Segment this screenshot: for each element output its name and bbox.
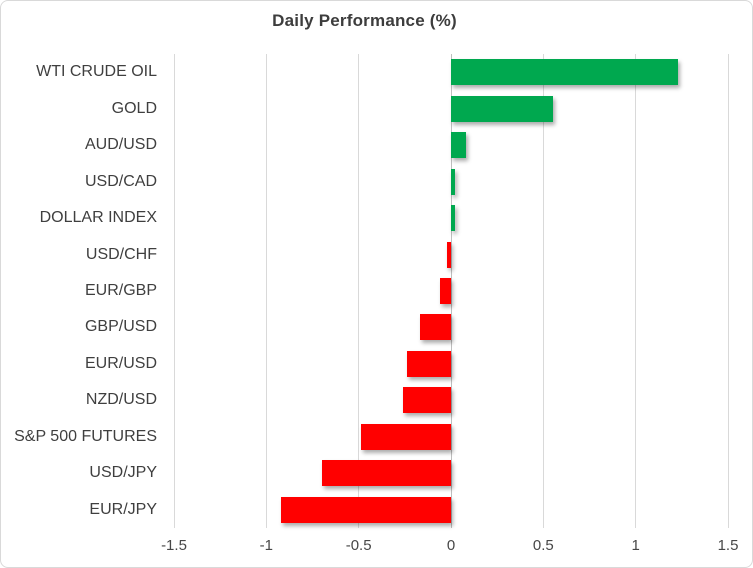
x-tick-label-neg1p5: -1.5 bbox=[161, 537, 187, 554]
gridline bbox=[542, 54, 544, 528]
x-tick-label-1p5: 1.5 bbox=[717, 537, 739, 554]
bar-gold bbox=[451, 95, 553, 122]
bar-wti-crude-oil bbox=[451, 59, 679, 86]
chart-title: Daily Performance (%) bbox=[272, 11, 457, 30]
x-tick-label-0: 0 bbox=[446, 537, 456, 554]
category-label-dollar-index: DOLLAR INDEX bbox=[39, 209, 157, 227]
bar-dollar-index bbox=[451, 205, 455, 232]
bar-usd-chf bbox=[447, 241, 451, 268]
category-label-wti-crude-oil: WTI CRUDE OIL bbox=[36, 63, 157, 81]
bar-usd-cad bbox=[451, 168, 455, 195]
gridline bbox=[265, 54, 267, 528]
gridline bbox=[635, 54, 637, 528]
gridline bbox=[727, 54, 729, 528]
category-label-s-p-500-futures: S&P 500 FUTURES bbox=[14, 427, 157, 445]
category-label-eur-usd: EUR/USD bbox=[84, 354, 157, 372]
zero-axis-line bbox=[450, 54, 452, 528]
bar-usd-jpy bbox=[321, 460, 451, 487]
gridline bbox=[358, 54, 360, 528]
category-label-gbp-usd: GBP/USD bbox=[84, 318, 157, 336]
x-tick-label-0p5: 0.5 bbox=[532, 537, 554, 554]
bar-nzd-usd bbox=[402, 387, 451, 414]
category-axis: WTI CRUDE OIL GOLD AUD/USD USD/CAD DOLLAR IN… bbox=[1, 54, 157, 528]
category-label-nzd-usd: NZD/USD bbox=[85, 391, 157, 409]
bar-gbp-usd bbox=[419, 314, 451, 341]
category-label-eur-gbp: EUR/GBP bbox=[84, 281, 157, 299]
plot-area: -1.5 -1 -0.5 0 0.5 1 1.5 bbox=[161, 54, 738, 554]
x-tick-label-neg1: -1 bbox=[259, 537, 273, 554]
category-label-usd-chf: USD/CHF bbox=[85, 245, 157, 263]
bar-aud-usd bbox=[451, 132, 466, 159]
category-label-usd-cad: USD/CAD bbox=[84, 172, 157, 190]
x-tick-label-neg0p5: -0.5 bbox=[345, 537, 372, 554]
bar-s-p-500-futures bbox=[360, 423, 451, 450]
bar-eur-usd bbox=[406, 350, 451, 377]
bar-eur-jpy bbox=[281, 496, 451, 523]
category-label-eur-jpy: EUR/JPY bbox=[89, 500, 157, 518]
category-label-gold: GOLD bbox=[111, 99, 157, 117]
category-label-usd-jpy: USD/JPY bbox=[89, 464, 157, 482]
x-tick-label-1: 1 bbox=[631, 537, 640, 554]
gridline bbox=[173, 54, 175, 528]
bar-eur-gbp bbox=[439, 278, 451, 304]
category-label-aud-usd: AUD/USD bbox=[84, 136, 157, 154]
